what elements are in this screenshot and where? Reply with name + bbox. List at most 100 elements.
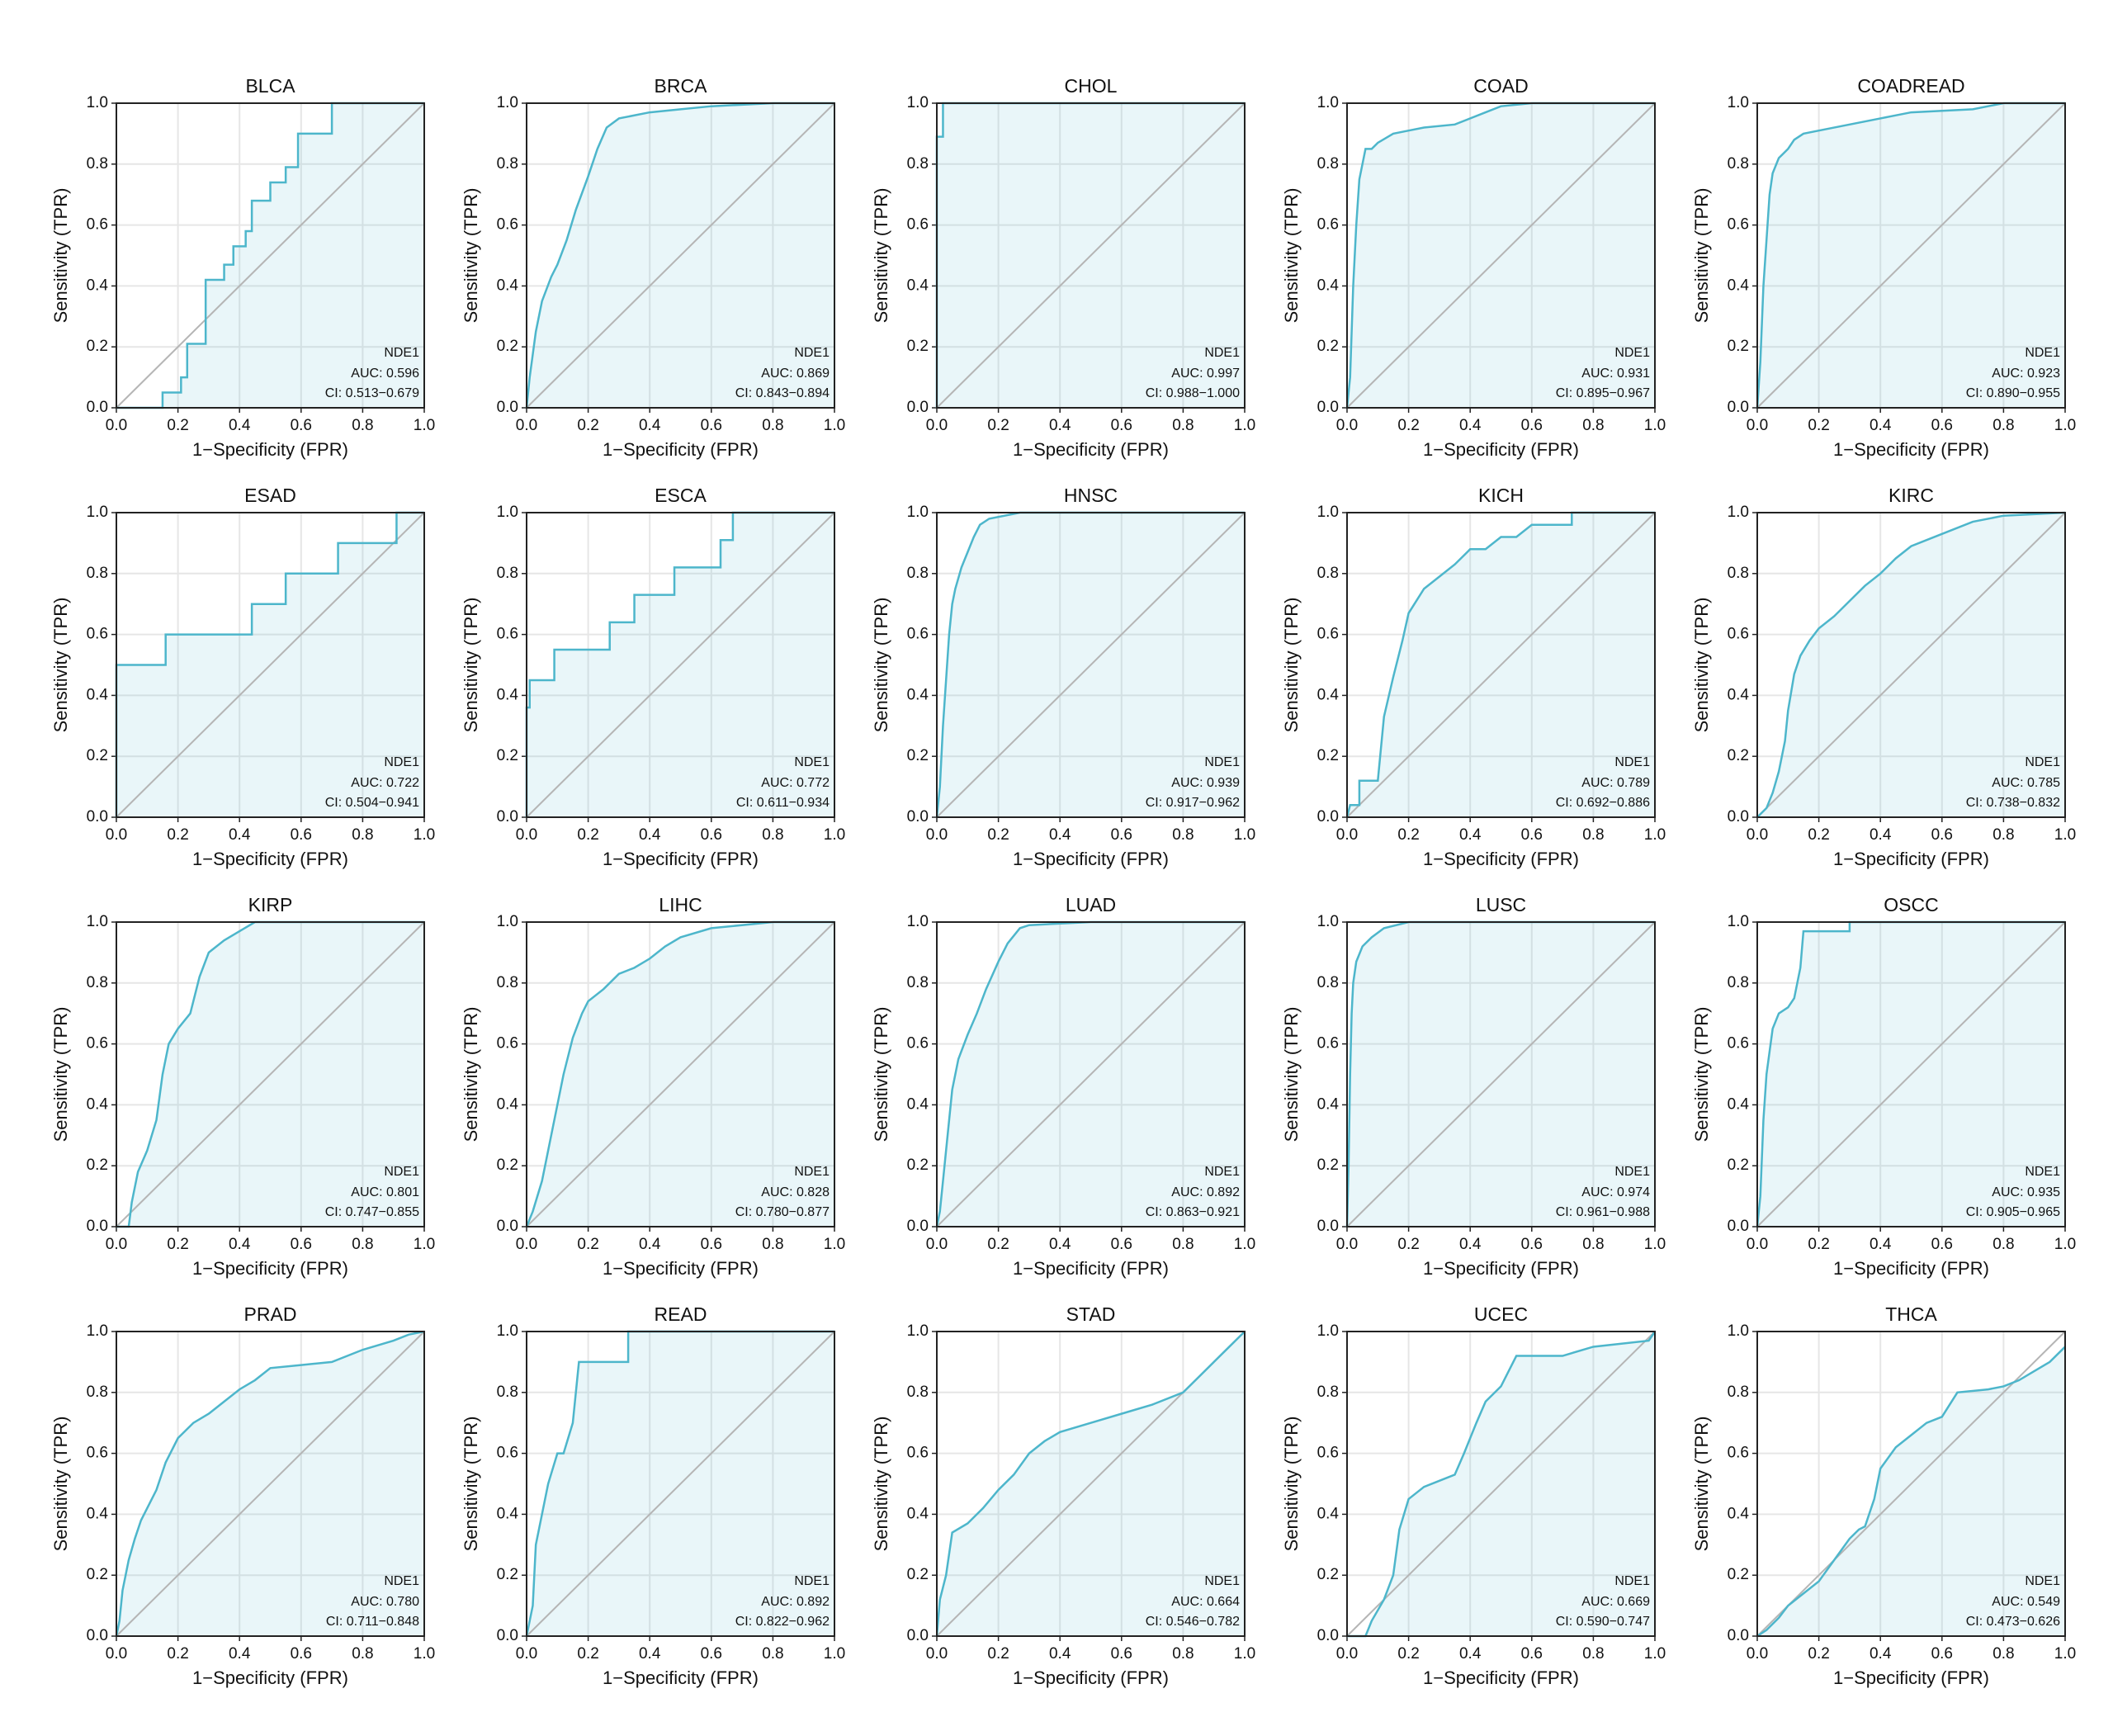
y-tick-label: 1.0 (497, 913, 518, 930)
y-tick-label: 0.6 (87, 1035, 108, 1052)
y-tick-label: 0.4 (497, 1505, 519, 1522)
y-tick-label: 0.6 (1728, 1445, 1749, 1462)
x-tick-label: 0.0 (106, 826, 127, 844)
x-tick-label: 0.0 (106, 1236, 127, 1253)
reference-diagonal (1346, 512, 1656, 818)
reference-diagonal (116, 921, 425, 1227)
x-tick-label: 1.0 (1644, 826, 1666, 844)
x-axis-label: 1−Specificity (FPR) (1423, 1258, 1579, 1279)
roc-curve (1347, 1331, 1657, 1638)
y-tick-label: 0.6 (1317, 216, 1339, 234)
x-tick-label: 0.4 (639, 1236, 661, 1253)
y-tick-label: 0.2 (1728, 1566, 1749, 1583)
annotation: AUC: 0.997 (1171, 367, 1240, 381)
annotation: AUC: 0.892 (1171, 1185, 1240, 1199)
x-tick-label: 1.0 (1644, 1645, 1666, 1663)
x-tick-label: 0.4 (1459, 1236, 1482, 1253)
x-tick-label: 1.0 (1234, 1236, 1255, 1253)
reference-diagonal (936, 921, 1246, 1227)
y-tick-label: 0.4 (1317, 1505, 1340, 1522)
x-tick-label: 0.8 (762, 1236, 783, 1253)
annotation: CI: 0.961−0.988 (1556, 1205, 1650, 1219)
roc-curve (525, 102, 834, 409)
annotation: CI: 0.611−0.934 (736, 796, 830, 810)
x-axis-label: 1−Specificity (FPR) (1013, 1258, 1169, 1279)
x-axis-label: 1−Specificity (FPR) (1833, 439, 1989, 460)
plot-frame (1346, 921, 1656, 1227)
x-tick-label: 0.2 (1397, 1645, 1419, 1663)
y-tick-label: 1.0 (87, 504, 108, 521)
y-tick-label: 1.0 (87, 913, 108, 930)
plot-frame (1756, 102, 2066, 409)
x-tick-label: 0.4 (639, 417, 661, 434)
y-tick-label: 0.2 (1317, 1157, 1339, 1174)
reference-diagonal (116, 102, 425, 409)
x-tick-label: 0.0 (1336, 1236, 1358, 1253)
y-axis-label: Sensitivity (TPR) (871, 188, 891, 324)
reference-diagonal (1756, 921, 2066, 1227)
y-tick-label: 0.2 (907, 747, 929, 764)
x-tick-label: 0.6 (1931, 1645, 1953, 1663)
y-tick-label: 1.0 (907, 913, 929, 930)
y-tick-label: 0.2 (907, 1157, 929, 1174)
plot-frame (116, 921, 425, 1227)
y-axis-label: Sensitivity (TPR) (461, 1007, 481, 1142)
y-tick-label: 0.0 (87, 399, 108, 416)
x-tick-label: 0.8 (1172, 826, 1194, 844)
annotation: AUC: 0.828 (761, 1185, 830, 1199)
plot-frame (1756, 512, 2066, 818)
y-axis-label: Sensitivity (TPR) (461, 188, 481, 324)
roc-panel: 0.0 0.2 0.4 0.6 0.8 1.0 0.0 0.2 0.4 0.6 0.8 1.0 NDE1… (461, 75, 845, 460)
plot-frame (936, 512, 1246, 818)
x-tick-label: 0.8 (1992, 1236, 2014, 1253)
x-tick-label: 0.6 (1931, 417, 1953, 434)
plot-frame (526, 1331, 835, 1637)
reference-diagonal (1756, 512, 2066, 818)
reference-diagonal (936, 512, 1246, 818)
annotation: AUC: 0.785 (1992, 776, 2060, 790)
y-tick-label: 0.8 (87, 1384, 108, 1401)
annotation: CI: 0.473−0.626 (1966, 1615, 2060, 1629)
x-tick-label: 0.8 (1172, 1645, 1194, 1663)
x-tick-label: 0.2 (577, 826, 598, 844)
annotation: CI: 0.780−0.877 (735, 1205, 830, 1219)
x-tick-label: 0.4 (1870, 826, 1892, 844)
y-tick-label: 0.4 (1317, 1095, 1340, 1113)
y-tick-label: 0.0 (1317, 1627, 1339, 1644)
reference-diagonal (526, 1331, 835, 1637)
x-tick-label: 0.6 (1111, 1236, 1132, 1253)
x-tick-label: 0.0 (1747, 417, 1768, 434)
chart-title: BRCA (655, 75, 708, 97)
x-tick-label: 1.0 (824, 1236, 845, 1253)
x-tick-label: 1.0 (824, 417, 845, 434)
legend-label: NDE1 (384, 755, 419, 769)
y-tick-label: 0.2 (87, 747, 108, 764)
x-tick-label: 0.2 (577, 1645, 598, 1663)
y-tick-label: 0.6 (1317, 626, 1339, 643)
plot-frame (116, 102, 425, 409)
x-tick-label: 0.6 (1111, 417, 1132, 434)
legend-label: NDE1 (1614, 755, 1650, 769)
x-tick-label: 0.4 (1049, 1645, 1071, 1663)
annotation: CI: 0.738−0.832 (1966, 796, 2060, 810)
roc-panel: 0.0 0.2 0.4 0.6 0.8 1.0 0.0 0.2 0.4 0.6 0.8 1.0 NDE1… (871, 75, 1255, 460)
annotation: CI: 0.905−0.965 (1966, 1205, 2060, 1219)
y-axis-label: Sensitivity (TPR) (50, 1007, 71, 1142)
annotation: CI: 0.546−0.782 (1146, 1615, 1240, 1629)
y-tick-label: 0.0 (907, 399, 929, 416)
y-tick-label: 1.0 (1728, 94, 1749, 111)
y-tick-label: 0.8 (497, 155, 518, 173)
y-tick-label: 0.2 (1317, 1566, 1339, 1583)
y-tick-label: 0.6 (1728, 1035, 1749, 1052)
x-tick-label: 0.2 (987, 1236, 1009, 1253)
annotation: AUC: 0.801 (351, 1185, 419, 1199)
y-tick-label: 0.6 (1317, 1445, 1339, 1462)
x-axis-label: 1−Specificity (FPR) (1423, 1667, 1579, 1688)
y-axis-label: Sensitivity (TPR) (461, 1417, 481, 1552)
legend-label: NDE1 (1614, 1574, 1650, 1588)
x-tick-label: 0.8 (1992, 1645, 2014, 1663)
y-tick-label: 0.4 (907, 686, 929, 703)
y-tick-label: 0.4 (87, 1095, 109, 1113)
chart-title: UCEC (1474, 1303, 1528, 1325)
y-tick-label: 0.2 (497, 1566, 518, 1583)
